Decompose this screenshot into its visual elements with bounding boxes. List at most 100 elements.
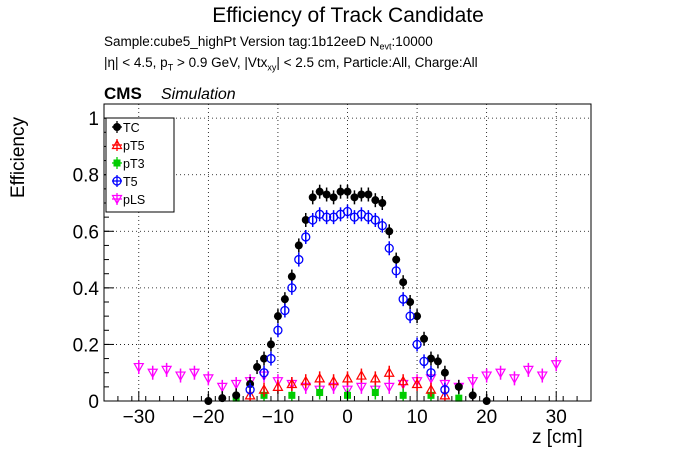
data-point: [378, 199, 387, 207]
data-point: [280, 295, 289, 304]
series-pT5: [244, 365, 451, 401]
data-point: [383, 366, 395, 377]
data-point: [392, 255, 401, 264]
data-point: [266, 340, 275, 349]
data-point: [314, 372, 326, 383]
legend-marker: [111, 139, 123, 150]
simulation-label: Simulation: [161, 86, 236, 103]
data-point: [399, 391, 407, 399]
legend-label: pT3: [123, 157, 145, 171]
legend-label: TC: [123, 121, 140, 135]
data-point: [202, 374, 214, 385]
data-point: [300, 375, 312, 386]
data-point: [419, 356, 429, 367]
data-point: [336, 187, 345, 196]
data-point: [147, 368, 159, 379]
data-point: [440, 385, 450, 395]
data-point: [370, 215, 380, 225]
data-point: [259, 368, 269, 378]
data-point: [468, 391, 477, 400]
data-point: [377, 220, 387, 231]
y-tick-label: 0.2: [73, 335, 99, 356]
data-point: [383, 382, 395, 393]
data-point: [343, 187, 352, 196]
data-point: [341, 372, 354, 383]
data-point: [161, 365, 173, 376]
data-point: [244, 389, 256, 400]
x-axis-label: z [cm]: [532, 427, 583, 448]
data-point: [397, 375, 409, 386]
data-point: [454, 382, 463, 391]
data-point: [357, 190, 366, 199]
data-point: [342, 206, 353, 217]
x-tick-label: 0: [342, 407, 353, 428]
x-tick-label: −20: [192, 407, 224, 428]
legend-marker: [113, 123, 121, 131]
data-point: [536, 371, 548, 382]
legend-label: T5: [123, 175, 138, 189]
data-point: [288, 391, 296, 399]
y-tick-label: 0.8: [73, 166, 99, 187]
legend-label: pT5: [123, 139, 145, 153]
data-point: [188, 368, 200, 379]
data-point: [294, 254, 304, 265]
data-point: [133, 362, 145, 373]
data-point: [371, 389, 379, 397]
legend-marker: [111, 194, 123, 205]
series-T5: [245, 204, 450, 397]
data-point: [426, 354, 435, 363]
y-tick-label: 0: [88, 392, 99, 413]
data-point: [413, 312, 422, 321]
data-point: [273, 325, 283, 335]
data-point: [272, 377, 284, 387]
data-point: [266, 353, 276, 364]
x-tick-label: −30: [123, 407, 155, 428]
data-point: [398, 294, 408, 304]
data-point: [399, 278, 408, 287]
data-point: [253, 363, 262, 372]
data-point: [286, 378, 298, 389]
data-point: [218, 394, 227, 403]
legend-marker: [113, 159, 121, 167]
chart-title: Efficiency of Track Candidate: [212, 4, 484, 27]
chart-subtitle-sample: Sample:cube5_highPt Version tag:1b12eeD …: [104, 34, 433, 52]
plot-grid: [104, 104, 591, 401]
data-point: [364, 190, 373, 199]
data-point: [287, 272, 296, 281]
data-point: [355, 382, 367, 393]
data-point: [369, 372, 381, 383]
data-point: [260, 354, 269, 363]
legend-label: pLS: [123, 193, 145, 207]
x-tick-label: −10: [262, 407, 294, 428]
data-point: [329, 193, 338, 202]
legend: TC pT5 pT3 T5 pLS: [105, 117, 175, 213]
data-point: [455, 394, 463, 402]
data-point: [216, 382, 228, 393]
data-point: [440, 368, 449, 377]
data-point: [391, 266, 401, 276]
data-point: [385, 227, 394, 236]
data-point: [467, 377, 479, 387]
data-point: [355, 369, 367, 380]
data-point: [550, 360, 562, 370]
data-point: [328, 375, 340, 386]
data-point: [322, 190, 331, 199]
data-point: [420, 334, 429, 343]
data-point: [495, 368, 507, 379]
data-point: [301, 232, 311, 242]
data-point: [384, 243, 394, 253]
legend-marker: [112, 176, 122, 186]
data-point: [232, 391, 241, 400]
data-point: [481, 371, 493, 382]
x-tick-label: 30: [546, 407, 567, 428]
data-point: [425, 383, 437, 394]
axes-ticks: −30 −20 −10 0 10 20 30 0 0.2 0.4 0.6 0.8 1: [73, 109, 592, 428]
data-point: [371, 196, 380, 205]
data-point: [308, 193, 317, 202]
data-point: [350, 193, 359, 202]
x-tick-label: 20: [476, 407, 497, 428]
data-point: [175, 371, 187, 382]
data-point: [522, 365, 534, 376]
data-point: [301, 215, 310, 224]
x-tick-label: 10: [407, 407, 428, 428]
